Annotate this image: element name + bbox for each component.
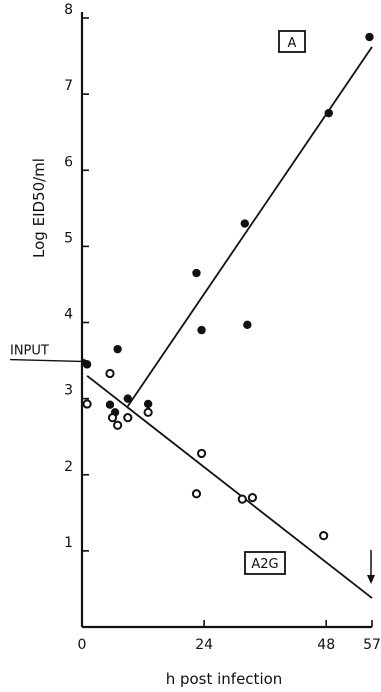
y-tick-label: 1 bbox=[64, 535, 73, 551]
fit-line-a2g bbox=[86, 375, 373, 599]
point-a2g bbox=[123, 413, 133, 423]
point-a2g bbox=[82, 399, 92, 409]
annotations: A A2G INPUT bbox=[9, 30, 375, 584]
y-tick-label: 5 bbox=[64, 230, 73, 246]
y-axis-ticks: 1 2 3 4 5 6 7 8 bbox=[64, 2, 89, 552]
axes bbox=[80, 12, 372, 629]
y-tick-label: 4 bbox=[64, 307, 73, 323]
point-a2g bbox=[105, 368, 115, 379]
label-a2g-box bbox=[244, 551, 286, 575]
point-a bbox=[197, 325, 206, 335]
point-a2g bbox=[237, 494, 247, 504]
point-a bbox=[143, 399, 153, 409]
point-a bbox=[240, 219, 250, 228]
fit-line-a bbox=[127, 46, 373, 407]
label-a-box bbox=[278, 30, 306, 53]
input-arrow-line bbox=[9, 358, 87, 363]
point-a bbox=[192, 268, 201, 278]
y-tick-label: 7 bbox=[64, 78, 73, 94]
point-a bbox=[243, 320, 252, 329]
end-arrow-head bbox=[367, 575, 375, 584]
y-tick-label: 3 bbox=[64, 383, 73, 399]
point-a2g bbox=[319, 531, 329, 541]
y-tick-label: 2 bbox=[64, 459, 73, 475]
point-a2g bbox=[107, 413, 118, 423]
label-a: A bbox=[288, 36, 297, 51]
point-a bbox=[324, 108, 333, 118]
point-a bbox=[113, 344, 122, 354]
x-axis-title: h post infection bbox=[166, 670, 283, 688]
point-a2g bbox=[143, 407, 153, 417]
data-points bbox=[82, 32, 374, 541]
point-a bbox=[365, 32, 374, 42]
x-axis-ticks: 0 24 48 57 bbox=[78, 620, 381, 653]
point-a2g bbox=[247, 492, 258, 503]
input-label: INPUT bbox=[10, 344, 49, 359]
point-a2g bbox=[113, 420, 123, 430]
fit-lines bbox=[86, 46, 373, 599]
x-tick-label: 48 bbox=[317, 637, 335, 653]
point-a2g bbox=[191, 489, 202, 499]
y-tick-label: 6 bbox=[64, 154, 73, 170]
x-tick-label: 57 bbox=[363, 637, 381, 653]
point-a2g bbox=[196, 448, 207, 459]
point-a bbox=[123, 394, 132, 403]
input-arrow-head bbox=[81, 357, 90, 366]
label-a2g: A2G bbox=[251, 557, 278, 572]
x-tick-label: 0 bbox=[78, 637, 87, 653]
x-tick-label: 24 bbox=[195, 637, 213, 653]
y-axis-title: Log EID50/ml bbox=[30, 158, 48, 258]
y-tick-label: 8 bbox=[64, 2, 73, 18]
point-a bbox=[105, 400, 115, 409]
